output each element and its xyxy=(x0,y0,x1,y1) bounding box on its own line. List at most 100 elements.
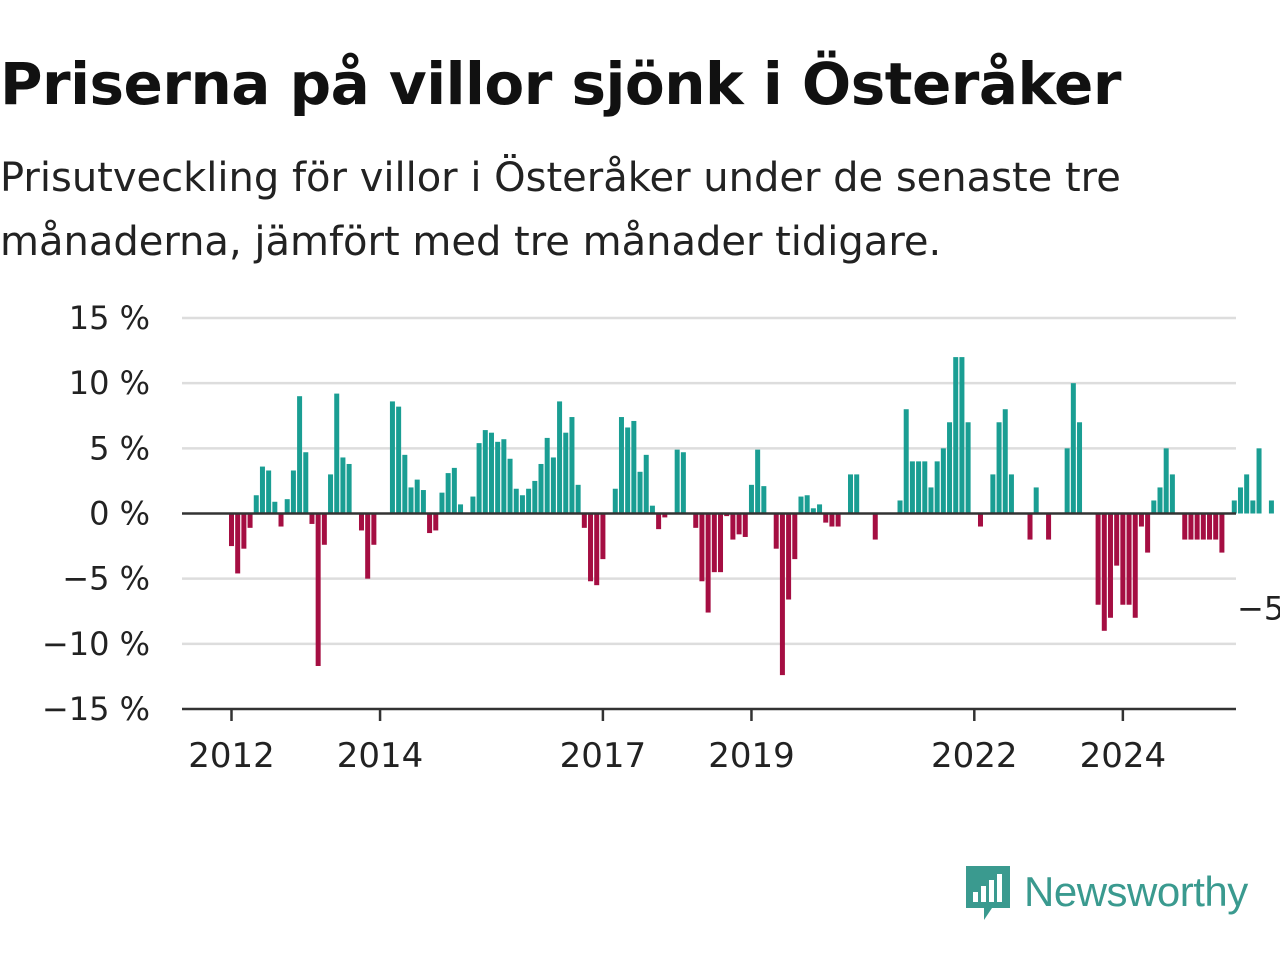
bar-positive xyxy=(328,474,334,514)
bar-positive xyxy=(557,401,563,514)
bar-positive xyxy=(389,401,395,514)
bar-positive xyxy=(761,486,767,514)
bar-negative xyxy=(693,513,699,528)
bar-positive xyxy=(1064,448,1070,514)
bar-positive xyxy=(649,505,655,514)
x-tick-label: 2017 xyxy=(560,736,647,776)
bar-chart: 15 % 10 % 5 % 0 % −5 % −10 % −15 % 2012 2014 2017… xyxy=(42,299,1280,776)
bar-negative xyxy=(730,513,736,540)
bar-positive xyxy=(1231,500,1237,514)
bar-positive xyxy=(1250,500,1256,514)
bar-negative xyxy=(229,513,234,547)
bar-positive xyxy=(618,417,624,514)
bar-negative xyxy=(1182,513,1188,540)
bar-positive xyxy=(476,443,482,514)
bar-positive xyxy=(544,437,550,514)
tick-labels: 15 % 10 % 5 % 0 % −5 % −10 % −15 % 2012 2014 2017… xyxy=(42,299,1280,776)
bar-positive xyxy=(420,490,426,514)
bar-negative xyxy=(829,513,835,527)
bar-negative xyxy=(699,513,705,582)
bar-positive xyxy=(959,357,965,514)
bar-positive xyxy=(501,439,507,514)
bar-positive xyxy=(848,474,853,514)
x-tick-label: 2012 xyxy=(188,736,275,776)
bar-negative xyxy=(823,513,829,523)
bar-positive xyxy=(550,457,556,514)
bar-positive xyxy=(674,449,680,514)
bar-negative xyxy=(1207,513,1213,540)
bar-positive xyxy=(402,454,408,514)
bar-negative xyxy=(1120,513,1126,605)
bar-positive xyxy=(909,461,915,514)
bar-positive xyxy=(482,430,488,514)
bar-negative xyxy=(358,513,364,531)
bar-negative xyxy=(656,513,662,530)
bar-positive xyxy=(1244,474,1250,514)
bar-positive xyxy=(1002,409,1008,514)
bar-negative xyxy=(321,513,327,545)
bar-positive xyxy=(346,463,352,514)
bar-positive xyxy=(643,454,649,514)
y-tick-label: −5 % xyxy=(62,560,150,598)
bar-negative xyxy=(427,513,433,534)
bar-negative xyxy=(278,513,284,527)
bar-positive xyxy=(612,488,618,514)
bars xyxy=(229,357,1274,676)
bar-positive xyxy=(1163,448,1169,514)
bar-positive xyxy=(940,448,946,514)
bar-negative xyxy=(1188,513,1194,540)
bar-positive xyxy=(922,461,928,514)
bar-positive xyxy=(1077,422,1083,514)
x-tick-label: 2022 xyxy=(931,736,1018,776)
x-tick-label: 2024 xyxy=(1080,736,1167,776)
bar-negative xyxy=(773,513,779,549)
y-tick-label: 10 % xyxy=(69,364,150,402)
bar-positive xyxy=(259,466,265,514)
bar-positive xyxy=(1157,487,1163,514)
bar-positive xyxy=(637,471,643,514)
bar-negative xyxy=(309,513,315,524)
bar-positive xyxy=(947,422,953,514)
bar-positive xyxy=(928,487,934,514)
bar-negative xyxy=(792,513,798,560)
bar-negative xyxy=(977,513,983,527)
bar-positive xyxy=(340,457,346,514)
y-tick-label: −15 % xyxy=(42,690,150,728)
bar-negative xyxy=(1138,513,1144,527)
bar-positive xyxy=(470,496,476,514)
bar-positive xyxy=(414,479,420,514)
bar-negative xyxy=(247,513,253,528)
bar-positive xyxy=(1033,487,1039,514)
bar-negative xyxy=(1107,513,1113,618)
x-tick-label: 2014 xyxy=(337,736,424,776)
bar-positive xyxy=(563,432,569,514)
bar-positive xyxy=(526,488,532,514)
bar-negative xyxy=(594,513,600,586)
bar-positive xyxy=(284,499,290,514)
bar-negative xyxy=(1101,513,1107,631)
bar-positive xyxy=(934,461,940,514)
bar-positive xyxy=(903,409,909,514)
bar-positive xyxy=(996,422,1002,514)
bar-negative xyxy=(315,513,321,666)
y-tick-label: −10 % xyxy=(42,625,150,663)
bar-positive xyxy=(1268,500,1274,514)
bar-positive xyxy=(334,393,340,514)
bar-positive xyxy=(575,484,581,514)
bar-positive xyxy=(445,473,451,514)
bar-negative xyxy=(662,513,668,518)
bar-negative xyxy=(1219,513,1225,553)
bar-positive xyxy=(1169,474,1175,514)
bar-positive xyxy=(1237,487,1243,514)
bar-positive xyxy=(1070,383,1076,514)
bar-negative xyxy=(371,513,377,545)
y-tick-label: 5 % xyxy=(89,429,150,467)
bar-positive xyxy=(965,422,971,514)
bar-positive xyxy=(804,495,810,514)
bar-negative xyxy=(1194,513,1200,540)
bar-negative xyxy=(1132,513,1138,618)
bar-positive xyxy=(916,461,922,514)
x-tick-label: 2019 xyxy=(708,736,795,776)
bar-positive xyxy=(488,432,494,514)
bar-negative xyxy=(711,513,717,573)
